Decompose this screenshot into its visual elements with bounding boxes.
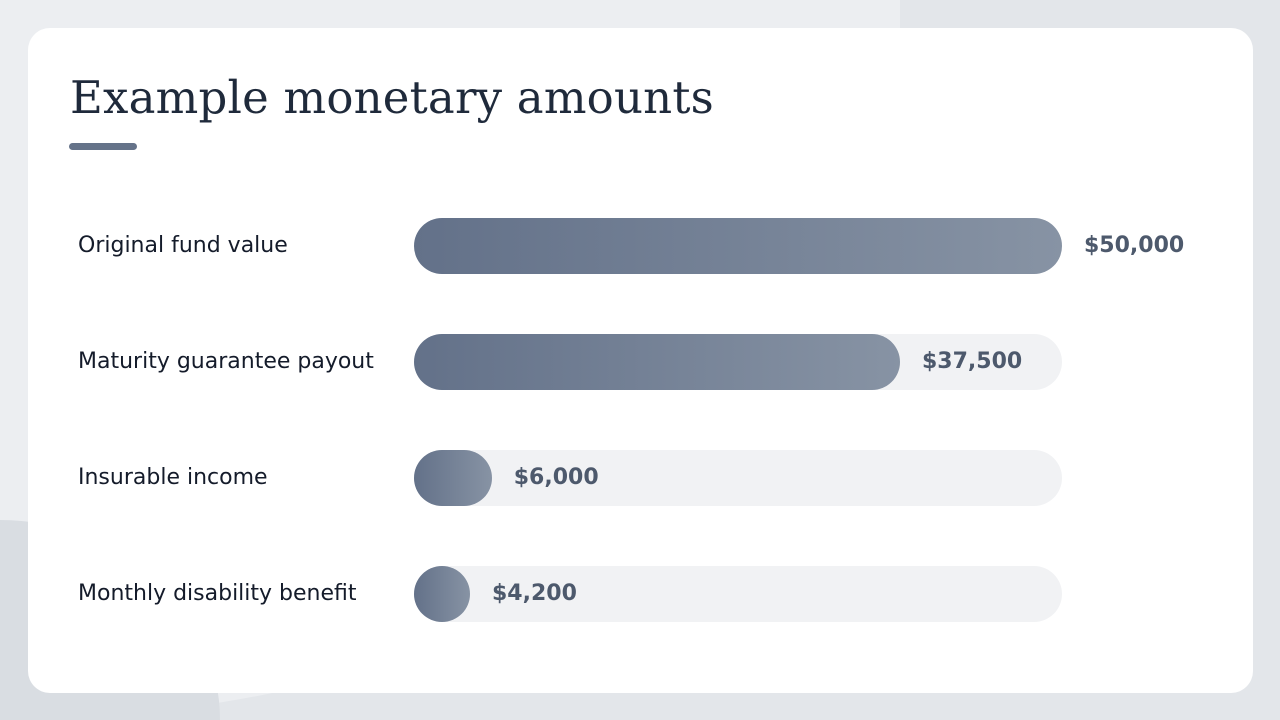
bar-label: Maturity guarantee payout: [78, 349, 374, 374]
bar: [414, 334, 900, 390]
chart-card: Example monetary amounts Original fund v…: [28, 28, 1253, 693]
bar-label: Insurable income: [78, 465, 268, 490]
bar-label: Original fund value: [78, 233, 288, 258]
bar-row: Original fund value $50,000: [28, 218, 1253, 274]
bar-track: [414, 566, 1062, 622]
bar-track: [414, 450, 1062, 506]
title-underline: [69, 143, 137, 150]
bar: [414, 566, 470, 622]
bar-value-label: $37,500: [922, 349, 1023, 374]
bar-value-label: $4,200: [492, 581, 577, 606]
bar-label: Monthly disability benefit: [78, 581, 357, 606]
bar: [414, 450, 492, 506]
bar-row: Monthly disability benefit $4,200: [28, 566, 1253, 622]
bar-value-label: $50,000: [1084, 233, 1185, 258]
bar-row: Maturity guarantee payout $37,500: [28, 334, 1253, 390]
bar-value-label: $6,000: [513, 465, 599, 490]
bar: [414, 218, 1062, 274]
bar-row: Insurable income $6,000: [28, 450, 1253, 506]
chart-title: Example monetary amounts: [70, 71, 714, 124]
